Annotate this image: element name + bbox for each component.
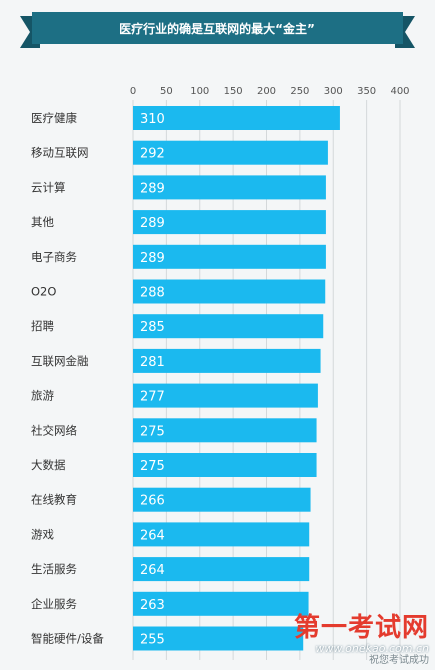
- category-label: 企业服务: [31, 597, 77, 611]
- value-label: 263: [140, 598, 165, 613]
- category-label: 电子商务: [31, 250, 77, 264]
- value-label: 255: [140, 633, 165, 648]
- category-label: O2O: [31, 285, 56, 299]
- bar: [133, 626, 304, 651]
- bar: [133, 140, 328, 165]
- category-label: 互联网金融: [31, 354, 89, 368]
- bar: [133, 279, 326, 304]
- bar: [133, 314, 324, 339]
- x-tick-label: 300: [324, 86, 343, 97]
- title-banner: 医疗行业的确是互联网的最大“金主”: [20, 12, 415, 48]
- bar: [133, 244, 326, 269]
- category-label: 游戏: [31, 527, 54, 541]
- bar: [133, 418, 317, 443]
- value-label: 264: [140, 563, 165, 578]
- x-tick-label: 0: [130, 86, 136, 97]
- value-labels: 310 292 289 289 289 288 285 281 277 275 275 266 264 2…: [140, 112, 165, 648]
- watermark-slogan: 祝您考试成功: [369, 655, 429, 666]
- bar: [133, 591, 309, 616]
- x-tick-labels: 0 50 100 150 200 250 300 350 400: [130, 86, 410, 97]
- value-label: 264: [140, 528, 165, 543]
- x-tick-label: 400: [390, 86, 409, 97]
- category-label: 医疗健康: [31, 111, 77, 125]
- x-tick-label: 200: [257, 86, 276, 97]
- value-label: 288: [140, 286, 165, 301]
- x-tick-label: 150: [224, 86, 243, 97]
- value-label: 289: [140, 181, 165, 196]
- bar: [133, 487, 311, 512]
- value-label: 275: [140, 424, 165, 439]
- bar: [133, 106, 340, 130]
- value-label: 275: [140, 459, 165, 474]
- bar: [133, 557, 310, 582]
- watermark-logo-text: 第一考试网: [293, 613, 429, 643]
- bars: [133, 106, 340, 651]
- value-label: 292: [140, 147, 165, 162]
- value-label: 277: [140, 390, 165, 405]
- watermark: 第一考试网 www.onekao.com.cn 祝您考试成功: [294, 615, 429, 666]
- x-tick-label: 350: [357, 86, 376, 97]
- banner-body: [32, 12, 403, 44]
- bar: [133, 522, 310, 547]
- bar: [133, 453, 317, 477]
- value-label: 289: [140, 251, 165, 266]
- bar: [133, 383, 318, 408]
- value-label: 310: [140, 112, 165, 127]
- watermark-url: www.onekao.com.cn: [315, 642, 429, 655]
- category-label: 旅游: [31, 389, 54, 403]
- category-label: 智能硬件/设备: [31, 632, 104, 646]
- category-label: 招聘: [31, 319, 54, 333]
- category-label: 大数据: [31, 458, 66, 472]
- category-label: 云计算: [31, 180, 66, 194]
- banner-title: 医疗行业的确是互联网的最大“金主”: [119, 21, 315, 36]
- x-tick-label: 250: [290, 86, 309, 97]
- value-label: 266: [140, 494, 165, 509]
- value-label: 289: [140, 216, 165, 231]
- category-label: 其他: [31, 215, 54, 229]
- gridlines: [132, 100, 401, 660]
- category-label: 社交网络: [31, 423, 77, 437]
- bar: [133, 210, 326, 235]
- bar: [133, 348, 321, 373]
- value-label: 281: [140, 355, 165, 370]
- category-label: 生活服务: [31, 562, 77, 576]
- x-tick-label: 100: [190, 86, 209, 97]
- category-label: 在线教育: [31, 493, 77, 507]
- x-tick-label: 50: [160, 86, 173, 97]
- bar: [133, 175, 326, 200]
- category-label: 移动互联网: [31, 146, 89, 160]
- value-label: 285: [140, 320, 165, 335]
